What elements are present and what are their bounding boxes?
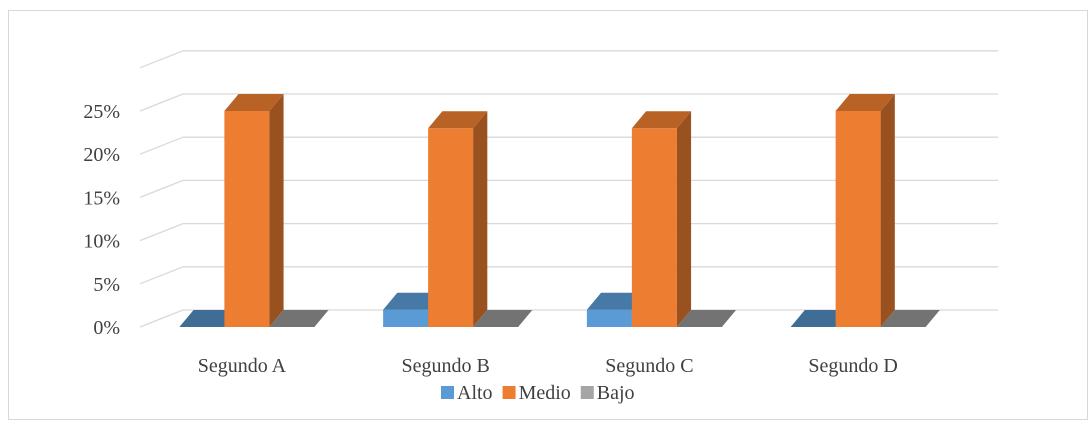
bar-bajo-4 bbox=[880, 310, 940, 327]
bar-front bbox=[835, 111, 881, 327]
bar-top bbox=[269, 310, 329, 327]
gridline-side bbox=[139, 266, 184, 285]
bar-top bbox=[586, 292, 647, 310]
bar-top bbox=[676, 310, 737, 327]
bar-front bbox=[383, 309, 429, 327]
bar-top bbox=[835, 94, 895, 111]
bar-front bbox=[428, 128, 474, 327]
bar-side bbox=[676, 111, 692, 327]
legend-item-bajo: Bajo bbox=[580, 382, 635, 404]
legend-label: Medio bbox=[519, 382, 571, 404]
bar-top bbox=[383, 292, 443, 310]
bar-alto-4 bbox=[790, 310, 850, 327]
bar-top bbox=[428, 111, 488, 129]
bar-top bbox=[790, 310, 850, 327]
bar-front bbox=[586, 309, 632, 327]
bar-bajo-2 bbox=[473, 310, 533, 327]
gridline-side bbox=[139, 309, 184, 328]
legend-swatch bbox=[441, 386, 454, 399]
y-tick-label: 25% bbox=[83, 101, 120, 123]
bar-side bbox=[473, 111, 488, 327]
bar-alto-2 bbox=[383, 292, 443, 327]
gridline-side bbox=[139, 222, 184, 242]
bar-top bbox=[880, 310, 940, 327]
x-category-label: Segundo A bbox=[198, 355, 287, 377]
bar-medio-3 bbox=[631, 111, 692, 327]
bar-top bbox=[473, 310, 533, 327]
bar-alto-1 bbox=[179, 310, 239, 327]
bar-top bbox=[179, 310, 239, 327]
bars bbox=[179, 94, 940, 327]
bar-front bbox=[631, 128, 677, 327]
legend-label: Bajo bbox=[597, 382, 635, 404]
legend: Alto Medio Bajo bbox=[441, 382, 635, 404]
x-category-label: Segundo D bbox=[808, 355, 897, 377]
y-tick-label: 5% bbox=[93, 274, 120, 296]
bar-bajo-1 bbox=[269, 310, 329, 327]
gridline-side bbox=[139, 93, 184, 112]
y-tick-label: 15% bbox=[83, 187, 120, 209]
y-tick-label: 20% bbox=[83, 144, 120, 166]
legend-swatch bbox=[580, 386, 594, 399]
bar-medio-1 bbox=[224, 94, 284, 327]
bar-medio-4 bbox=[835, 94, 895, 327]
legend-label: Alto bbox=[457, 382, 493, 404]
bar-medio-2 bbox=[428, 111, 488, 327]
bar-top bbox=[631, 111, 692, 129]
gridline-side bbox=[139, 136, 184, 155]
x-axis-categories: Segundo A Segundo B Segundo C Segundo D bbox=[198, 355, 898, 377]
bar-top bbox=[224, 94, 284, 111]
x-category-label: Segundo B bbox=[401, 355, 489, 377]
y-tick-label: 10% bbox=[83, 231, 120, 253]
legend-item-alto: Alto bbox=[441, 382, 493, 404]
gridline-side bbox=[139, 50, 184, 69]
chart-frame bbox=[8, 10, 1088, 420]
bar-front bbox=[224, 111, 270, 327]
legend-item-medio: Medio bbox=[502, 382, 571, 404]
x-category-label: Segundo C bbox=[605, 355, 693, 377]
y-tick-label: 0% bbox=[93, 317, 120, 339]
bar-bajo-3 bbox=[676, 310, 737, 327]
bar-side bbox=[269, 94, 284, 327]
bar-side bbox=[880, 94, 895, 327]
y-axis-ticks: 0% 5% 10% 15% 20% 25% bbox=[83, 101, 120, 339]
gridline-side bbox=[139, 179, 184, 199]
legend-swatch bbox=[502, 386, 516, 399]
